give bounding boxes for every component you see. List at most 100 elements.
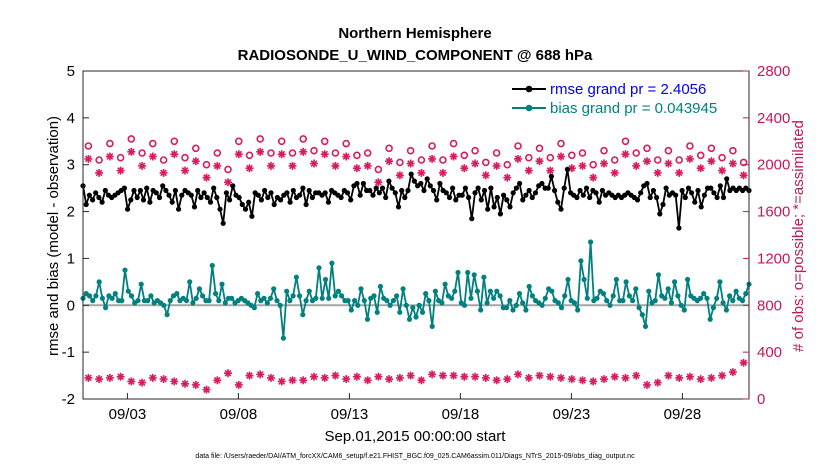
possible-obs-marker [503, 160, 512, 169]
legend-bias-marker [525, 104, 533, 112]
assimilated-obs-marker [170, 150, 179, 159]
assimilated-obs-marker [224, 369, 232, 378]
rmse-point [532, 190, 539, 196]
bias-point [642, 323, 649, 329]
assimilated-obs-marker [557, 373, 565, 382]
bias-point [578, 258, 584, 264]
bias-point [413, 314, 419, 320]
bias-point [148, 293, 154, 299]
bias-point [646, 288, 652, 294]
legend: rmse grand pr = 2.4056 bias grand pr = 0… [506, 75, 746, 117]
rmse-point [373, 185, 379, 191]
assimilated-obs-marker [643, 380, 651, 389]
assimilated-obs-marker [675, 168, 684, 177]
assimilated-obs-marker [621, 373, 630, 382]
rmse-point [459, 192, 465, 198]
x-tick-label: 09/13 [331, 406, 369, 423]
rmse-point [96, 194, 102, 201]
rmse-point [453, 197, 459, 203]
rmse-point [488, 185, 494, 191]
x-tick-label: 09/23 [553, 406, 591, 423]
rmse-point [644, 180, 650, 187]
bias-point [542, 295, 548, 301]
assimilated-obs-marker [664, 371, 673, 380]
rmse-point [99, 199, 105, 205]
right-tick-label: 0 [757, 391, 765, 408]
assimilated-obs-marker [438, 168, 447, 177]
assimilated-obs-marker [632, 161, 641, 170]
rmse-point [204, 194, 210, 201]
bias-point [594, 295, 600, 301]
bias-point [633, 286, 639, 292]
rmse-point [450, 185, 456, 191]
possible-obs-marker [632, 149, 641, 157]
rmse-point [383, 194, 389, 201]
bias-point [639, 312, 645, 318]
bias-point [329, 260, 335, 266]
assimilated-obs-marker [299, 376, 308, 385]
bias-point [358, 286, 364, 292]
assimilated-obs-marker [116, 372, 125, 381]
rmse-point [593, 190, 599, 196]
bias-point [465, 269, 471, 276]
bias-point [452, 288, 458, 294]
bias-point [607, 302, 613, 308]
possible-obs-marker [385, 144, 393, 153]
assimilated-obs-marker [331, 371, 340, 380]
assimilated-obs-marker [578, 161, 587, 170]
bias-point [529, 293, 536, 299]
rmse-point [430, 187, 437, 194]
assimilated-obs-marker [707, 373, 716, 382]
bias-point [219, 281, 225, 287]
possible-obs-marker [557, 139, 565, 148]
rmse-point [236, 194, 242, 201]
bias-point [723, 307, 730, 313]
assimilated-obs-marker [385, 375, 394, 384]
rmse-point [701, 192, 708, 198]
bias-point [665, 286, 671, 292]
bias-point [190, 300, 196, 306]
assimilated-obs-marker [95, 168, 104, 177]
rmse-point [156, 194, 163, 201]
bias-point [526, 283, 532, 290]
rmse-point [692, 199, 698, 205]
assimilated-obs-marker [707, 157, 716, 166]
left-tick-label: -2 [62, 391, 75, 408]
rmse-point [580, 192, 586, 198]
possible-obs-marker [610, 156, 619, 164]
assimilated-obs-marker [374, 372, 383, 381]
bias-series [80, 239, 752, 341]
rmse-point [147, 199, 153, 205]
rmse-point [663, 185, 669, 191]
possible-obs-marker [600, 146, 608, 155]
assimilated-obs-marker [696, 164, 705, 173]
bias-point [432, 288, 438, 294]
rmse-point [357, 192, 363, 198]
rmse-point [402, 194, 408, 201]
assimilated-obs-marker [277, 377, 286, 386]
possible-obs-marker [245, 151, 254, 160]
x-axis-ticks: 09/03 09/08 09/13 09/18 09/23 09/28 [109, 393, 701, 423]
bias-point [167, 298, 173, 304]
bias-point [497, 293, 503, 299]
bias-point [206, 298, 212, 304]
rmse-point [539, 180, 545, 187]
left-tick-label: 0 [67, 297, 75, 314]
assimilated-obs-marker [503, 173, 512, 182]
possible-obs-marker [159, 156, 168, 164]
assimilated-obs-marker [718, 371, 727, 380]
rmse-point [421, 187, 427, 194]
right-tick-label: 400 [757, 344, 782, 361]
left-tick-label: 5 [67, 63, 75, 80]
left-tick-label: 1 [67, 250, 75, 267]
possible-obs-marker [192, 144, 200, 153]
assimilated-obs-marker [148, 373, 157, 382]
rmse-point [287, 199, 293, 205]
assimilated-obs-marker [191, 380, 200, 389]
bias-point [513, 302, 519, 308]
bias-point [348, 307, 354, 313]
bias-point [138, 281, 144, 287]
rmse-point [724, 176, 730, 182]
assimilated-obs-marker [449, 371, 458, 380]
bias-point [439, 300, 445, 306]
